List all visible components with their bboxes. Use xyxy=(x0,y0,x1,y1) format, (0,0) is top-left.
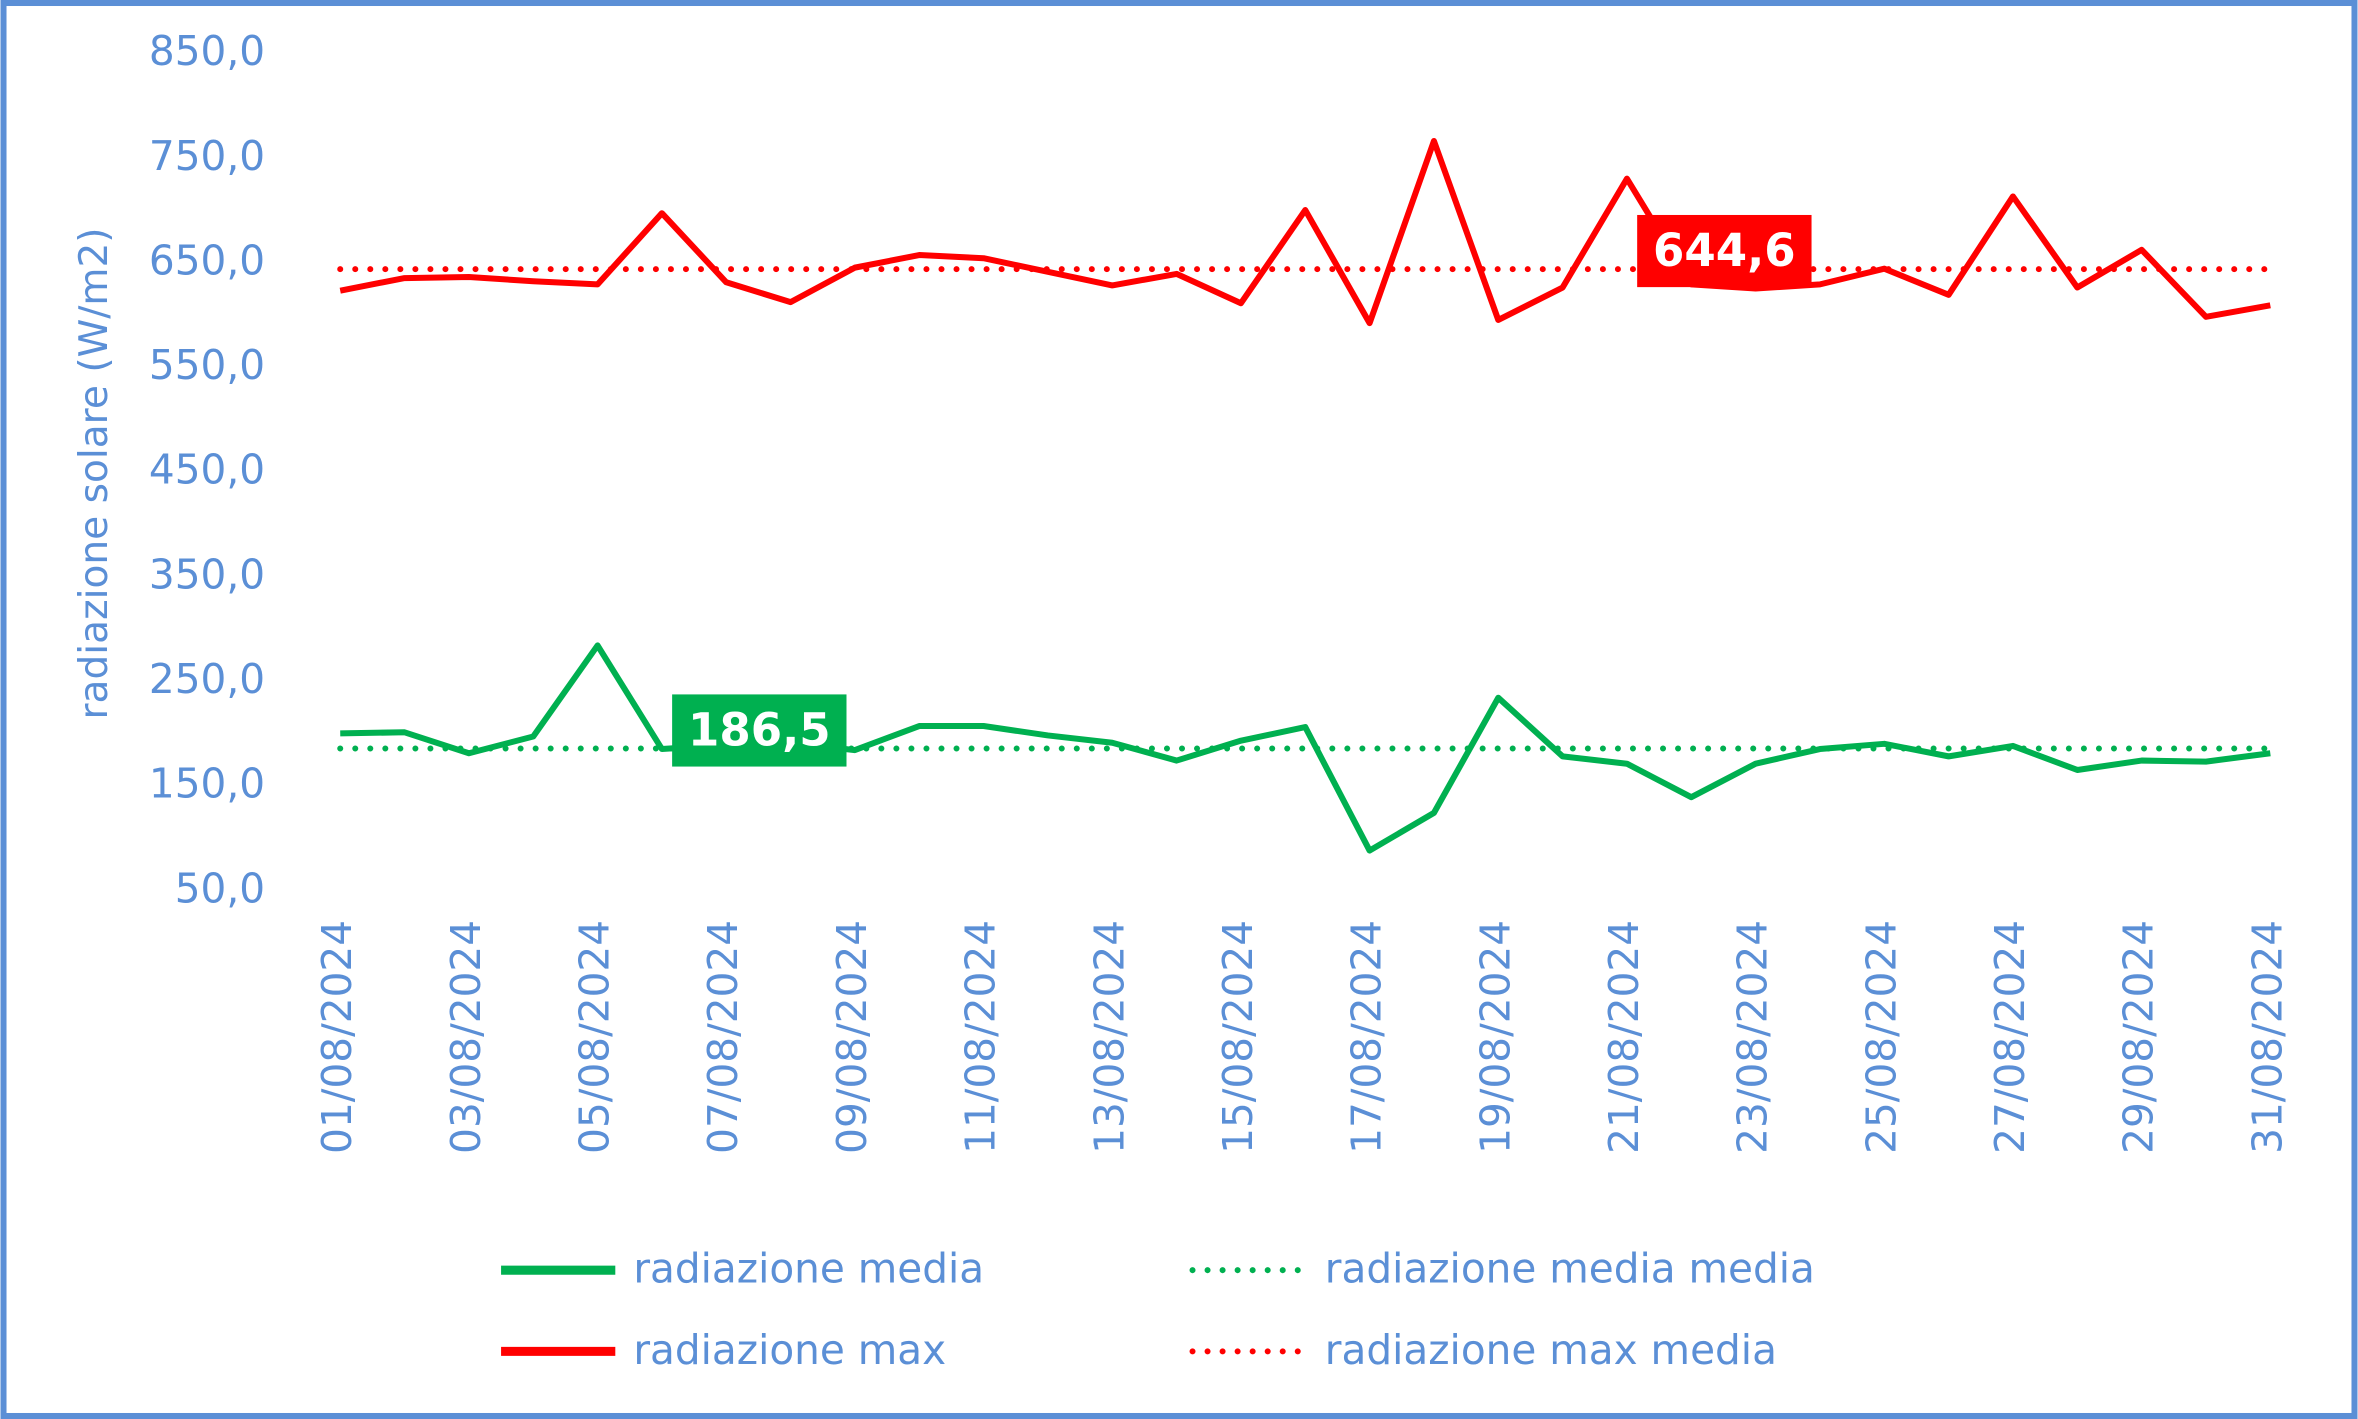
x-tick-label: 25/08/2024 xyxy=(1857,920,1905,1154)
legend-label: radiazione max media xyxy=(1325,1326,1777,1374)
series-line xyxy=(340,642,2271,854)
x-tick-label: 07/08/2024 xyxy=(699,920,747,1154)
x-tick-label: 19/08/2024 xyxy=(1471,920,1519,1154)
x-tick-label: 03/08/2024 xyxy=(442,920,490,1154)
y-tick-label: 550,0 xyxy=(149,341,265,389)
y-tick-label: 850,0 xyxy=(149,27,265,75)
y-tick-label: 650,0 xyxy=(149,236,265,284)
x-tick-label: 31/08/2024 xyxy=(2243,920,2291,1154)
y-tick-label: 350,0 xyxy=(149,550,265,598)
legend-label: radiazione media xyxy=(633,1245,984,1293)
x-tick-label: 29/08/2024 xyxy=(2115,920,2163,1154)
x-tick-label: 13/08/2024 xyxy=(1085,920,1133,1154)
x-tick-label: 23/08/2024 xyxy=(1729,920,1777,1154)
x-tick-label: 11/08/2024 xyxy=(957,920,1005,1154)
x-tick-label: 27/08/2024 xyxy=(1986,920,2034,1154)
data-label-box xyxy=(1637,214,1812,288)
x-tick-label: 21/08/2024 xyxy=(1600,920,1648,1154)
x-tick-label: 09/08/2024 xyxy=(828,920,876,1154)
y-tick-label: 150,0 xyxy=(149,760,265,808)
y-tick-label: 50,0 xyxy=(175,864,265,912)
x-tick-label: 05/08/2024 xyxy=(571,920,619,1154)
legend-label: radiazione max xyxy=(633,1326,946,1374)
y-tick-label: 250,0 xyxy=(149,655,265,703)
y-axis-label: radiazione solare (W/m2) xyxy=(72,227,117,719)
x-tick-label: 15/08/2024 xyxy=(1214,920,1262,1154)
y-tick-label: 750,0 xyxy=(149,132,265,180)
data-label: 644,6 xyxy=(1653,224,1796,277)
series-line xyxy=(339,137,2271,327)
y-tick-label: 450,0 xyxy=(149,446,265,494)
x-tick-label: 17/08/2024 xyxy=(1343,920,1391,1154)
data-label: 186,5 xyxy=(688,703,831,756)
data-label-box xyxy=(672,694,847,767)
x-tick-label: 01/08/2024 xyxy=(313,920,361,1154)
legend-label: radiazione media media xyxy=(1325,1245,1815,1293)
